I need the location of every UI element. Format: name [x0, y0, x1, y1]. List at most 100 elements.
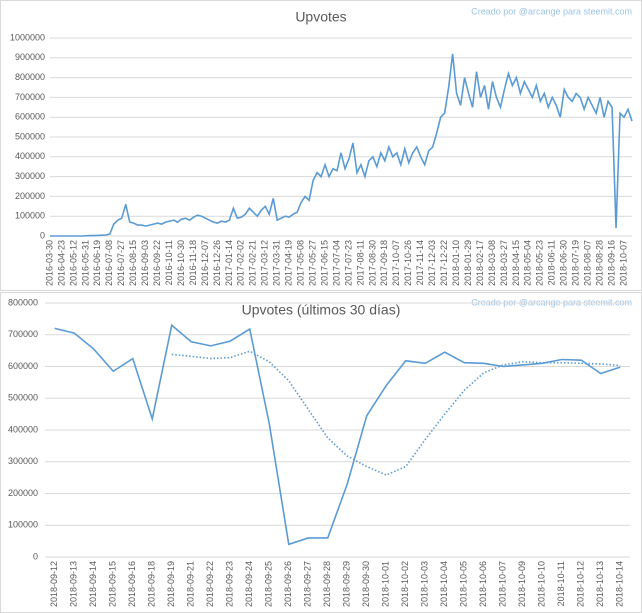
x-tick-label: 2017-08-30: [367, 240, 377, 286]
x-tick-label: 2016-09-03: [140, 240, 150, 286]
x-tick-label: 2018-10-13: [595, 561, 605, 607]
y-tick-label: 900000: [15, 52, 45, 62]
x-tick-label: 2018-06-11: [547, 240, 557, 285]
x-tick-label: 2018-09-16: [606, 240, 616, 286]
x-tick-label: 2017-05-27: [307, 240, 317, 286]
y-tick-label: 400000: [8, 424, 38, 434]
chart-title: Upvotes: [295, 9, 346, 25]
y-tick-label: 800000: [8, 297, 38, 307]
y-tick-label: 700000: [8, 329, 38, 339]
y-tick-label: 400000: [15, 151, 45, 161]
x-tick-label: 2017-07-04: [331, 240, 341, 286]
y-tick-label: 200000: [15, 191, 45, 201]
x-tick-label: 2018-01-10: [451, 240, 461, 286]
x-tick-label: 2017-07-23: [343, 240, 353, 286]
x-tick-label: 2018-03-08: [487, 240, 497, 286]
x-tick-label: 2018-09-19: [166, 561, 176, 607]
x-tick-label: 2018-10-04: [439, 561, 449, 607]
x-tick-label: 2016-03-30: [44, 240, 54, 286]
y-tick-label: 600000: [8, 361, 38, 371]
x-tick-label: 2018-06-30: [559, 240, 569, 286]
x-tick-label: 2017-06-15: [319, 240, 329, 286]
x-tick-label: 2018-02-17: [475, 240, 485, 286]
x-tick-label: 2018-09-29: [342, 561, 352, 607]
credit: Creado por @arcange para steemit.com: [471, 6, 632, 16]
x-tick-label: 2016-10-30: [176, 240, 186, 286]
x-tick-label: 2016-08-15: [128, 240, 138, 286]
x-tick-label: 2016-04-23: [56, 240, 66, 286]
x-tick-label: 2018-09-12: [49, 561, 59, 607]
x-tick-label: 2018-09-24: [244, 561, 254, 607]
y-tick-label: 1000000: [10, 32, 45, 42]
x-tick-label: 2016-05-12: [68, 240, 78, 286]
x-tick-label: 2018-09-28: [322, 561, 332, 607]
x-tick-label: 2018-10-07: [498, 561, 508, 607]
x-tick-label: 2017-02-02: [236, 240, 246, 286]
x-tick-label: 2018-01-29: [463, 240, 473, 286]
x-tick-label: 2017-12-03: [427, 240, 437, 286]
x-tick-label: 2018-05-04: [523, 240, 533, 286]
x-tick-label: 2016-11-18: [188, 240, 198, 285]
y-tick-label: 600000: [15, 112, 45, 122]
credit: Creado por @arcange para steemit.com: [471, 297, 632, 307]
x-tick-label: 2017-10-07: [391, 240, 401, 286]
series-line: [50, 53, 633, 237]
x-tick-label: 2017-11-14: [415, 240, 425, 285]
x-tick-label: 2016-10-11: [164, 240, 174, 285]
x-tick-label: 2017-02-21: [248, 240, 258, 286]
chart-title: Upvotes (últimos 30 días): [242, 302, 401, 318]
x-tick-label: 2018-10-11: [556, 561, 566, 606]
y-tick-label: 300000: [8, 456, 38, 466]
x-tick-label: 2017-01-14: [224, 240, 234, 286]
x-tick-label: 2018-10-10: [537, 561, 547, 607]
x-tick-label: 2018-07-19: [571, 240, 581, 286]
x-tick-label: 2017-10-26: [403, 240, 413, 286]
x-tick-label: 2018-10-03: [420, 561, 430, 607]
x-tick-label: 2018-10-12: [576, 561, 586, 607]
x-tick-label: 2018-10-01: [381, 561, 391, 607]
x-tick-label: 2018-10-07: [618, 240, 628, 286]
x-tick-label: 2018-08-07: [583, 240, 593, 286]
x-tick-label: 2018-09-18: [147, 561, 157, 607]
y-tick-label: 500000: [15, 131, 45, 141]
y-tick-label: 700000: [15, 92, 45, 102]
x-tick-label: 2018-08-28: [594, 240, 604, 286]
x-tick-label: 2017-05-08: [296, 240, 306, 286]
x-tick-label: 2018-03-27: [499, 240, 509, 286]
x-tick-label: 2017-03-31: [272, 240, 282, 286]
x-tick-label: 2016-09-22: [152, 240, 162, 286]
x-tick-label: 2018-09-13: [69, 561, 79, 607]
x-tick-label: 2016-06-19: [92, 240, 102, 286]
x-tick-label: 2016-07-27: [116, 240, 126, 286]
x-tick-label: 2016-12-07: [200, 240, 210, 286]
series-line: [54, 323, 621, 546]
x-tick-label: 2017-03-12: [260, 240, 270, 286]
x-tick-label: 2018-09-16: [127, 561, 137, 607]
y-tick-label: 0: [33, 551, 38, 561]
x-tick-label: 2018-09-14: [88, 561, 98, 607]
x-tick-label: 2018-10-06: [478, 561, 488, 607]
x-tick-label: 2018-10-05: [459, 561, 469, 607]
x-tick-label: 2018-09-15: [108, 561, 118, 607]
y-tick-label: 300000: [15, 171, 45, 181]
x-tick-label: 2018-04-15: [511, 240, 521, 286]
y-tick-label: 100000: [8, 520, 38, 530]
x-tick-label: 2018-10-14: [615, 561, 625, 607]
x-tick-label: 2018-05-23: [535, 240, 545, 286]
y-tick-label: 800000: [15, 72, 45, 82]
x-tick-label: 2018-09-30: [361, 561, 371, 607]
x-tick-label: 2018-09-25: [264, 561, 274, 607]
x-tick-label: 2018-09-21: [186, 561, 196, 607]
series-line: [171, 350, 621, 476]
x-tick-label: 2016-12-26: [212, 240, 222, 286]
x-tick-label: 2016-07-08: [104, 240, 114, 286]
y-tick-label: 0: [40, 230, 45, 240]
x-tick-label: 2017-12-22: [439, 240, 449, 286]
y-tick-label: 200000: [8, 488, 38, 498]
x-tick-label: 2018-09-26: [283, 561, 293, 607]
x-tick-label: 2017-08-11: [355, 240, 365, 285]
x-tick-label: 2017-09-18: [379, 240, 389, 286]
y-tick-label: 100000: [15, 211, 45, 221]
x-tick-label: 2016-05-31: [80, 240, 90, 286]
